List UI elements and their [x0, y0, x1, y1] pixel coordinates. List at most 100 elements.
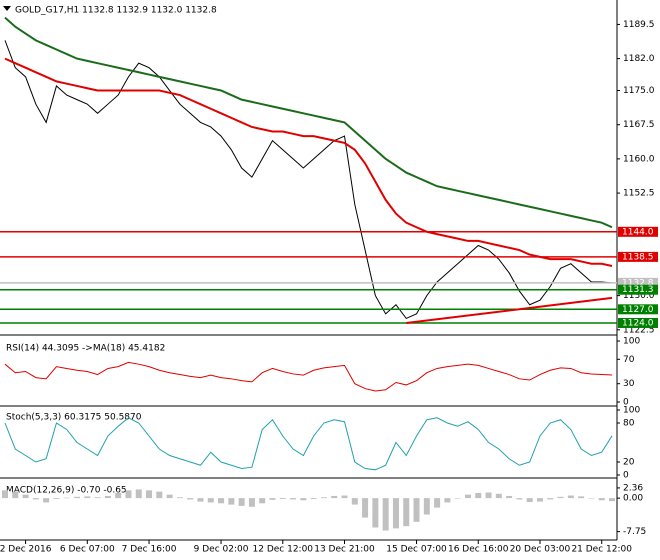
macd-bar [32, 498, 39, 500]
level-label: 1132.8 [622, 278, 654, 288]
macd-bar [156, 491, 163, 499]
macd-bar [269, 498, 276, 500]
macd-bar [290, 498, 297, 500]
x-tick-label: 15 Dec 07:00 [386, 545, 447, 555]
macd-bar [578, 496, 585, 499]
macd-bar [485, 492, 492, 499]
macd-bar [434, 498, 441, 508]
macd-bar [320, 497, 327, 499]
macd-bar [2, 490, 8, 499]
y-tick-label: 1122.5 [623, 325, 655, 335]
macd-bar [104, 495, 111, 499]
x-tick-label: 2 Dec 2016 [0, 545, 52, 555]
macd-bar [516, 498, 523, 500]
macd-bar [495, 493, 502, 499]
panel-title: MACD(12,26,9) -0.70 -0.65 [6, 486, 127, 496]
macd-bar [506, 495, 513, 499]
macd-bar [74, 496, 81, 499]
y-tick-label: 1175.0 [623, 86, 655, 96]
macd-bar [413, 498, 420, 522]
macd-bar [12, 491, 19, 499]
macd-bar [279, 498, 286, 499]
level-label: 1144.0 [622, 227, 654, 237]
level-tag [618, 304, 658, 315]
macd-bar [218, 498, 225, 504]
macd-bar [310, 498, 317, 499]
macd-bar [362, 498, 369, 518]
y-tick-label: 70 [623, 355, 635, 365]
panel-title: RSI(14) 44.3095 ->MA(18) 45.4182 [6, 344, 165, 354]
y-tick-label: -7.75 [623, 527, 646, 537]
dropdown-icon[interactable] [3, 6, 11, 11]
macd-bar [238, 498, 245, 506]
y-tick-label: 100 [623, 406, 640, 416]
x-tick-label: 7 Dec 16:00 [122, 545, 177, 555]
macd-bar [567, 495, 574, 499]
macd-bar [392, 498, 399, 529]
price-line [4, 16, 613, 229]
y-tick-label: 30 [623, 379, 635, 389]
level-label: 1131.3 [622, 285, 654, 295]
y-tick-label: 1130.0 [623, 291, 655, 301]
macd-bar [207, 498, 214, 503]
macd-bar [382, 498, 389, 531]
macd-bar [331, 495, 338, 499]
x-tick-label: 6 Dec 07:00 [60, 545, 115, 555]
macd-bar [94, 497, 101, 499]
macd-bar [423, 498, 430, 515]
y-tick-label: 1182.0 [623, 54, 655, 64]
macd-bar [598, 498, 605, 501]
macd-bar [403, 498, 410, 527]
macd-bar [444, 498, 451, 503]
macd-bar [547, 498, 554, 500]
macd-bar [259, 498, 266, 504]
level-label: 1127.0 [622, 305, 654, 315]
level-tag [618, 317, 658, 328]
macd-bar [63, 497, 70, 499]
level-tag [618, 251, 658, 262]
macd-bar [454, 498, 461, 499]
macd-bar [536, 498, 543, 502]
macd-bar [166, 494, 173, 499]
macd-bar [197, 498, 204, 502]
macd-bar [351, 498, 358, 505]
y-tick-label: 0.00 [623, 494, 643, 504]
x-tick-label: 20 Dec 03:00 [510, 545, 571, 555]
macd-bar [464, 494, 471, 499]
y-tick-label: 20 [623, 458, 635, 468]
level-label: 1138.5 [622, 252, 654, 262]
panel-title: Stoch(5,3,3) 60.3175 50.5870 [6, 413, 142, 423]
y-tick-label: 2.36 [623, 483, 643, 493]
y-tick-label: 0 [623, 398, 629, 408]
y-tick-label: 1167.5 [623, 120, 655, 130]
macd-bar [248, 498, 255, 507]
level-label: 1124.0 [622, 318, 654, 328]
y-tick-label: 1160.0 [623, 154, 655, 164]
macd-bar [609, 498, 615, 502]
macd-bar [557, 496, 564, 499]
macd-bar [176, 497, 183, 499]
y-tick-label: 1152.5 [623, 189, 655, 199]
level-tag [618, 277, 658, 288]
macd-bar [22, 494, 29, 499]
y-tick-label: 0 [623, 471, 629, 481]
macd-bar [187, 498, 194, 500]
x-tick-label: 21 Dec 12:00 [571, 545, 632, 555]
indicator-line [4, 361, 613, 392]
x-tick-label: 9 Dec 02:00 [194, 545, 249, 555]
macd-bar [146, 490, 153, 499]
macd-bar [228, 498, 235, 505]
macd-bar [588, 498, 595, 499]
macd-bar [341, 495, 348, 499]
level-tag [618, 226, 658, 237]
macd-bar [135, 489, 142, 499]
macd-bar [372, 498, 379, 528]
y-tick-label: 80 [623, 419, 635, 429]
x-tick-label: 16 Dec 16:00 [448, 545, 509, 555]
macd-bar [53, 498, 60, 499]
macd-bar [475, 492, 482, 499]
macd-bar [526, 498, 533, 503]
panel-title: GOLD_G17,H1 1132.8 1132.9 1132.0 1132.8 [15, 6, 217, 16]
